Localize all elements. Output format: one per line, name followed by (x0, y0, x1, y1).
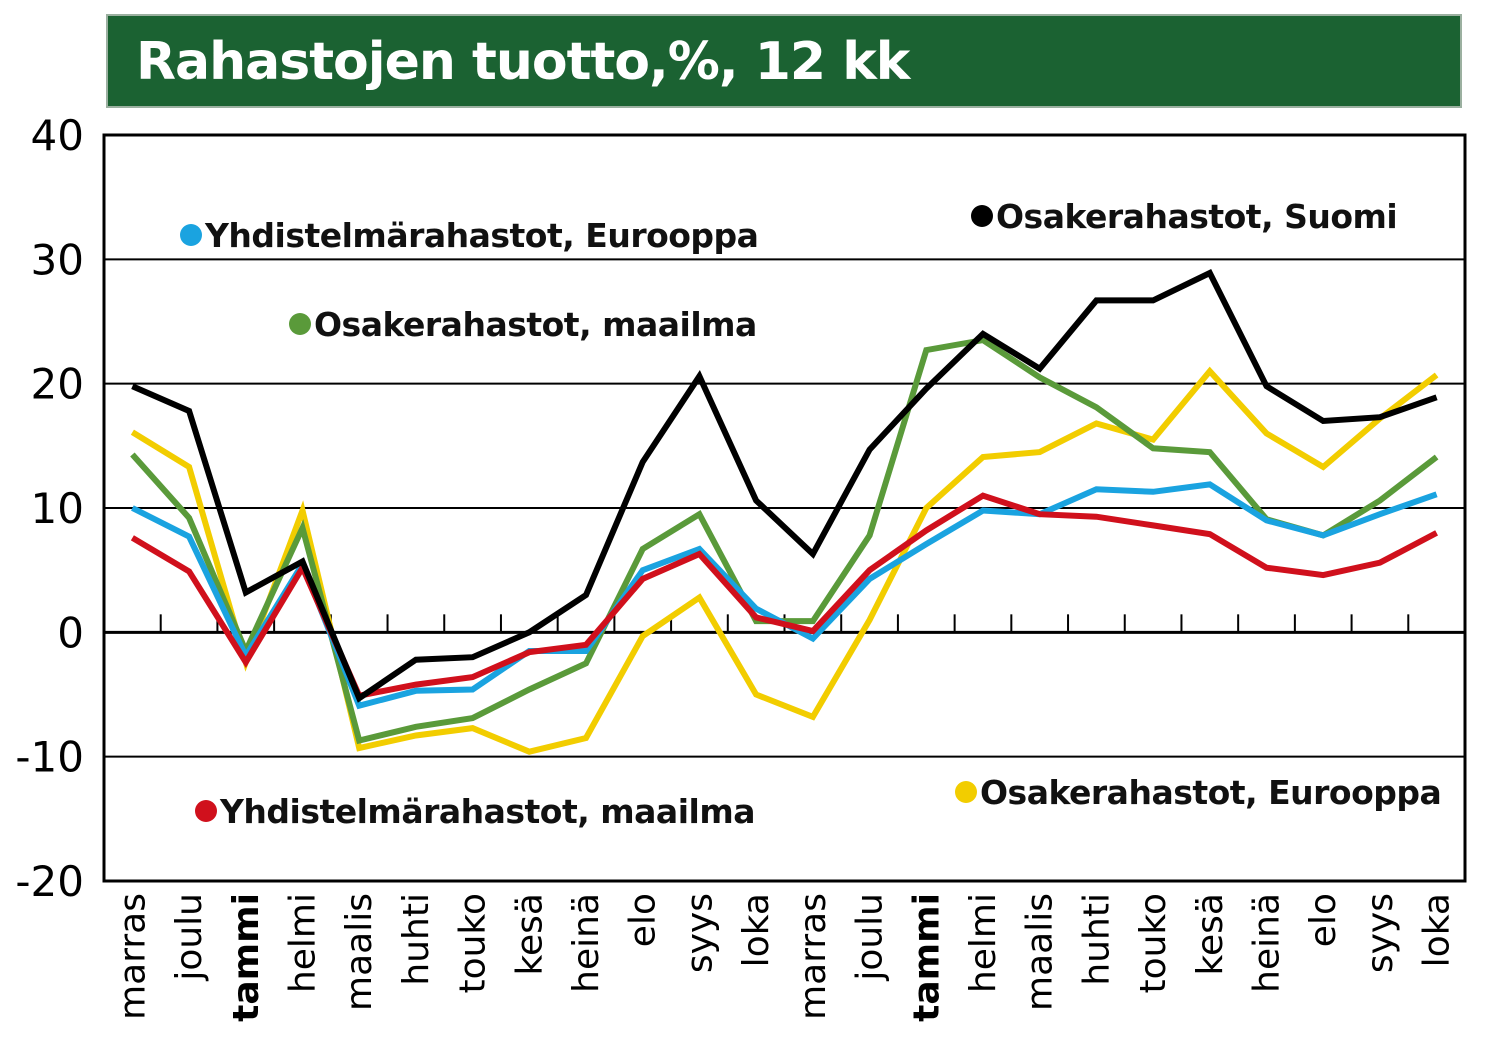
x-tick-label: kesä (509, 893, 550, 976)
x-tick-label: marras (112, 893, 153, 1020)
x-tick-label: maalis (339, 893, 380, 1011)
x-tick-label: elo (1303, 893, 1344, 947)
legend-label: Yhdistelmärahastot, maailma (219, 792, 755, 831)
legend-marker (180, 224, 202, 246)
x-tick-label: tammi (906, 893, 947, 1022)
x-tick-label: touko (453, 893, 494, 994)
x-tick-label: helmi (282, 893, 323, 993)
chart-title: Rahastojen tuotto,%, 12 kk (136, 32, 910, 92)
series-line-osakerahastot-eurooppa (130, 366, 1439, 755)
x-tick-label: loka (1417, 893, 1458, 967)
y-tick-label: 40 (31, 111, 84, 160)
legend-label: Osakerahastot, maailma (314, 305, 757, 344)
x-tick-label: tammi (226, 893, 267, 1022)
x-tick-label: heinä (566, 893, 607, 993)
y-tick-label: 30 (31, 235, 84, 284)
x-tick-label: joulu (169, 893, 210, 982)
y-tick-label: 20 (31, 360, 84, 409)
x-tick-label: huhti (1076, 893, 1117, 986)
x-tick-label: maalis (1020, 893, 1061, 1011)
y-tick-label: 0 (57, 608, 84, 657)
legend-marker (289, 313, 311, 335)
y-tick-label: 10 (31, 484, 84, 533)
legend-label: Osakerahastot, Suomi (996, 197, 1397, 236)
x-tick-label: syys (1360, 893, 1401, 973)
x-tick-label: touko (1133, 893, 1174, 994)
x-tick-label: kesä (1190, 893, 1231, 976)
legend-marker (955, 781, 977, 803)
x-tick-label: huhti (396, 893, 437, 986)
legend-label: Osakerahastot, Eurooppa (980, 773, 1441, 812)
plot-frame (102, 133, 1467, 883)
x-tick-label: loka (736, 893, 777, 967)
y-tick-label: -10 (15, 733, 84, 782)
chart-title-banner: Rahastojen tuotto,%, 12 kk (106, 14, 1462, 108)
x-tick-label: heinä (1247, 893, 1288, 993)
x-tick-label: marras (793, 893, 834, 1020)
legend-marker (195, 800, 217, 822)
y-tick-label: -20 (15, 857, 84, 906)
x-tick-label: syys (679, 893, 720, 973)
x-tick-label: joulu (850, 893, 891, 982)
series-line-osakerahastot-suomi (131, 269, 1438, 703)
series-line-yhdistelmärahastot-eurooppa (131, 481, 1438, 710)
x-tick-label: elo (623, 893, 664, 947)
x-tick-label: helmi (963, 893, 1004, 993)
legend-label: Yhdistelmärahastot, Eurooppa (204, 216, 758, 255)
legend-marker (971, 205, 993, 227)
series-line-osakerahastot-maailma (130, 336, 1439, 745)
